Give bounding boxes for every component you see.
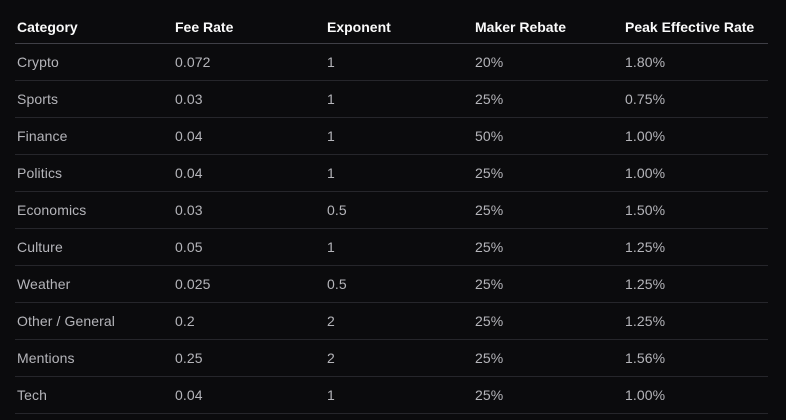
table-row-economics: Economics 0.03 0.5 25% 1.50% <box>15 191 768 229</box>
cell-exponent: 1 <box>325 228 473 266</box>
cell-peak-effective-rate: 1.56% <box>623 339 768 377</box>
column-header-fee-rate: Fee Rate <box>173 0 325 44</box>
cell-maker-rebate: 50% <box>473 117 623 155</box>
header-row: Category Fee Rate Exponent Maker Rebate … <box>15 0 768 44</box>
cell-maker-rebate: 25% <box>473 191 623 229</box>
column-header-peak-effective-rate: Peak Effective Rate <box>623 0 768 44</box>
cell-peak-effective-rate: 1.80% <box>623 43 768 81</box>
table-row-tech: Tech 0.04 1 25% 1.00% <box>15 376 768 414</box>
cell-category: Culture <box>15 228 173 266</box>
cell-category: Mentions <box>15 339 173 377</box>
table-body: Crypto 0.072 1 20% 1.80% Sports 0.03 1 2… <box>15 43 768 414</box>
cell-exponent: 2 <box>325 339 473 377</box>
cell-category: Weather <box>15 265 173 303</box>
cell-peak-effective-rate: 1.00% <box>623 117 768 155</box>
cell-fee-rate: 0.03 <box>173 80 325 118</box>
cell-fee-rate: 0.025 <box>173 265 325 303</box>
cell-maker-rebate: 25% <box>473 265 623 303</box>
table-row-politics: Politics 0.04 1 25% 1.00% <box>15 154 768 192</box>
table-row-culture: Culture 0.05 1 25% 1.25% <box>15 228 768 266</box>
cell-peak-effective-rate: 1.50% <box>623 191 768 229</box>
cell-fee-rate: 0.072 <box>173 43 325 81</box>
cell-maker-rebate: 25% <box>473 376 623 414</box>
cell-exponent: 0.5 <box>325 191 473 229</box>
column-header-maker-rebate: Maker Rebate <box>473 0 623 44</box>
cell-category: Politics <box>15 154 173 192</box>
cell-peak-effective-rate: 1.25% <box>623 265 768 303</box>
table-row-weather: Weather 0.025 0.5 25% 1.25% <box>15 265 768 303</box>
cell-category: Crypto <box>15 43 173 81</box>
table-header: Category Fee Rate Exponent Maker Rebate … <box>15 0 768 44</box>
cell-fee-rate: 0.25 <box>173 339 325 377</box>
cell-maker-rebate: 25% <box>473 302 623 340</box>
cell-exponent: 1 <box>325 154 473 192</box>
cell-maker-rebate: 20% <box>473 43 623 81</box>
cell-fee-rate: 0.2 <box>173 302 325 340</box>
table-row-sports: Sports 0.03 1 25% 0.75% <box>15 80 768 118</box>
table-row-crypto: Crypto 0.072 1 20% 1.80% <box>15 43 768 81</box>
cell-fee-rate: 0.04 <box>173 376 325 414</box>
cell-exponent: 0.5 <box>325 265 473 303</box>
cell-exponent: 2 <box>325 302 473 340</box>
column-header-exponent: Exponent <box>325 0 473 44</box>
cell-category: Finance <box>15 117 173 155</box>
cell-peak-effective-rate: 1.25% <box>623 228 768 266</box>
cell-category: Sports <box>15 80 173 118</box>
cell-exponent: 1 <box>325 117 473 155</box>
cell-fee-rate: 0.04 <box>173 117 325 155</box>
cell-exponent: 1 <box>325 376 473 414</box>
table-row-mentions: Mentions 0.25 2 25% 1.56% <box>15 339 768 377</box>
cell-peak-effective-rate: 1.00% <box>623 376 768 414</box>
cell-fee-rate: 0.04 <box>173 154 325 192</box>
cell-exponent: 1 <box>325 80 473 118</box>
cell-maker-rebate: 25% <box>473 154 623 192</box>
cell-exponent: 1 <box>325 43 473 81</box>
cell-peak-effective-rate: 1.25% <box>623 302 768 340</box>
cell-maker-rebate: 25% <box>473 339 623 377</box>
cell-category: Economics <box>15 191 173 229</box>
fee-rate-table: Category Fee Rate Exponent Maker Rebate … <box>15 0 768 414</box>
cell-fee-rate: 0.03 <box>173 191 325 229</box>
cell-category: Other / General <box>15 302 173 340</box>
column-header-category: Category <box>15 0 173 44</box>
table-row-other-general: Other / General 0.2 2 25% 1.25% <box>15 302 768 340</box>
cell-maker-rebate: 25% <box>473 80 623 118</box>
cell-peak-effective-rate: 1.00% <box>623 154 768 192</box>
table-row-finance: Finance 0.04 1 50% 1.00% <box>15 117 768 155</box>
cell-fee-rate: 0.05 <box>173 228 325 266</box>
cell-peak-effective-rate: 0.75% <box>623 80 768 118</box>
cell-category: Tech <box>15 376 173 414</box>
cell-maker-rebate: 25% <box>473 228 623 266</box>
